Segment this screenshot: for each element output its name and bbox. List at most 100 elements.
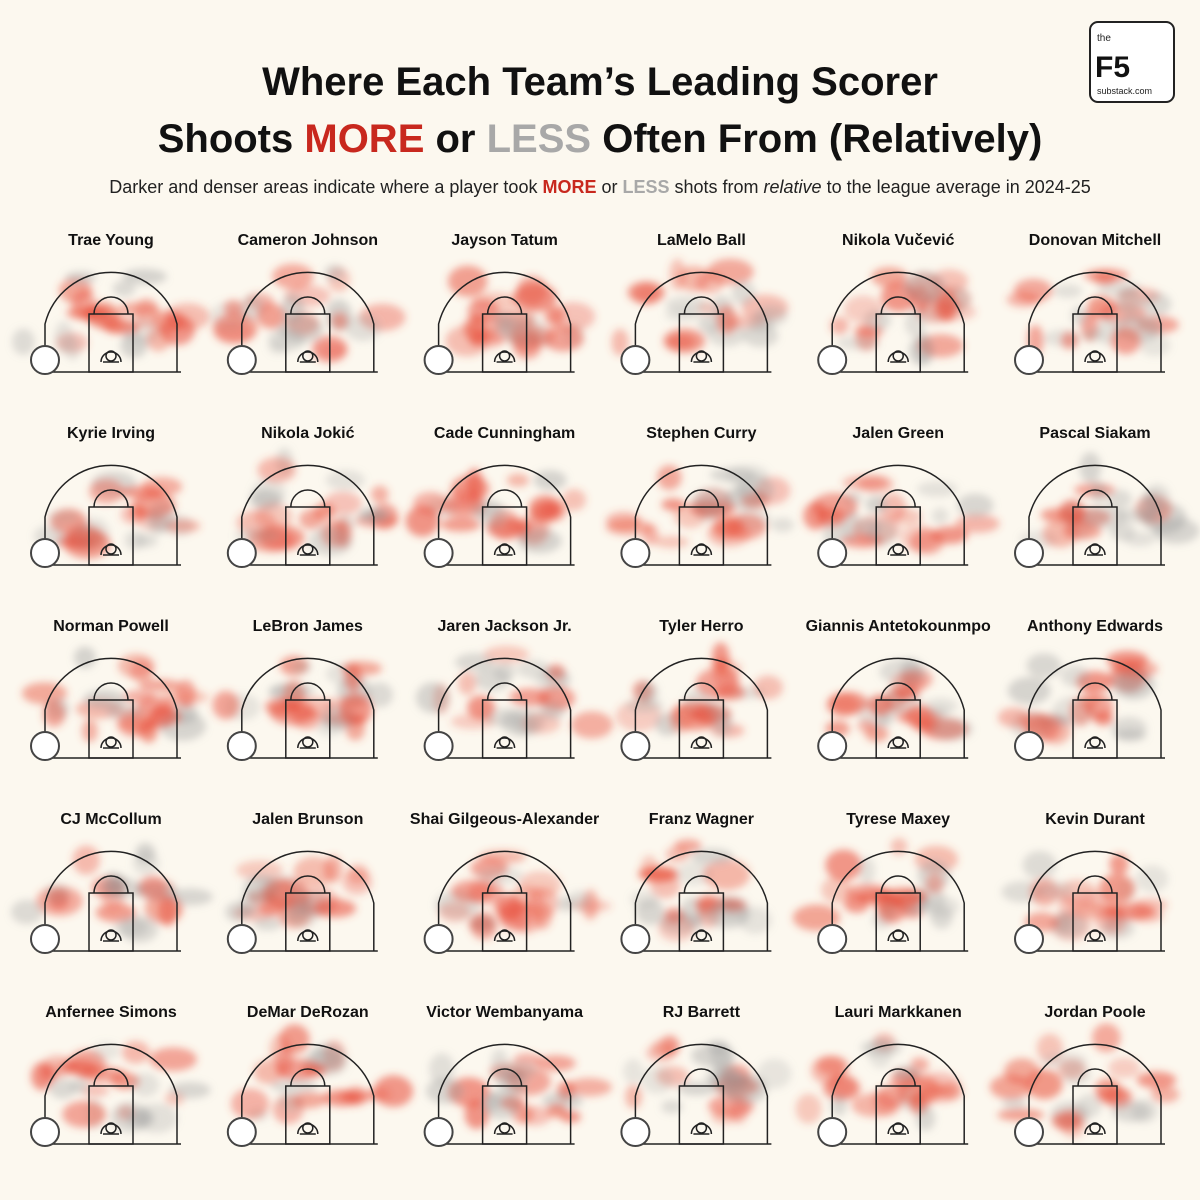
heat-blob: [471, 292, 519, 312]
restricted-area: [493, 930, 516, 942]
heat-blob: [64, 335, 81, 361]
team-logo: [226, 1117, 257, 1147]
three-point-line: [831, 850, 965, 951]
heat-blob: [636, 681, 659, 704]
heat-blob: [676, 861, 713, 886]
player-panel: LeBron James: [212, 618, 394, 761]
heat-blob: [1136, 1071, 1177, 1089]
three-point-line: [241, 271, 375, 372]
heat-blob: [130, 506, 147, 520]
heat-blob: [89, 478, 125, 504]
key: [875, 313, 921, 373]
player-name: Kyrie Irving: [67, 425, 155, 442]
heat-blob: [149, 707, 182, 726]
key: [875, 892, 921, 952]
key: [481, 892, 528, 952]
title-text: or: [424, 117, 486, 161]
heat-blob: [916, 481, 958, 498]
heat-blob: [725, 464, 770, 487]
heat-blob: [470, 333, 505, 348]
heat-blob: [324, 855, 343, 884]
heat-blob: [130, 1072, 160, 1097]
heat-blob: [757, 1058, 792, 1089]
heat-blob: [482, 1091, 521, 1120]
player-panel: Cade Cunningham: [405, 425, 587, 568]
heat-blob: [537, 686, 576, 711]
player-name: Cameron Johnson: [238, 232, 378, 249]
player-name: Lauri Markkanen: [835, 1004, 962, 1021]
heat-blob: [892, 508, 922, 525]
heat-blob: [843, 295, 883, 324]
restricted-area: [100, 544, 122, 556]
heat-area: [212, 655, 394, 741]
heat-blob: [830, 1094, 848, 1117]
key: [88, 699, 134, 759]
heat-blob: [858, 856, 876, 885]
heat-blob: [1123, 531, 1156, 547]
heat-blob: [95, 903, 136, 923]
heat-blob: [99, 877, 143, 899]
heat-blob: [651, 1038, 681, 1058]
heat-blob: [312, 1042, 343, 1068]
three-point-line: [634, 464, 769, 565]
heat-blob: [857, 475, 894, 493]
three-point-line: [437, 464, 572, 565]
player-name: Jayson Tatum: [451, 232, 557, 249]
three-point-line: [1028, 1043, 1162, 1144]
heat-blob: [526, 887, 559, 919]
player-name: Kevin Durant: [1045, 811, 1145, 828]
heat-blob: [339, 693, 373, 725]
heat-blob: [262, 878, 296, 909]
heat-blob: [288, 696, 334, 719]
heat-blob: [541, 703, 563, 719]
heat-blob: [690, 848, 734, 865]
player-name: RJ Barrett: [663, 1004, 741, 1021]
subtitle-less: LESS: [622, 177, 669, 197]
free-throw-arc: [486, 1068, 523, 1087]
heat-blob: [931, 526, 969, 544]
key: [285, 699, 331, 759]
heat-blob: [1109, 853, 1129, 875]
heat-blob: [366, 682, 394, 708]
hoop: [695, 543, 708, 555]
hoop: [892, 929, 904, 941]
restricted-area: [297, 737, 319, 749]
free-throw-arc: [1077, 489, 1113, 508]
heat-blob: [81, 719, 98, 743]
heat-blob: [292, 1091, 326, 1109]
heat-blob: [857, 517, 880, 538]
heat-blob: [893, 1065, 921, 1082]
title-text: Often From (Relatively): [591, 117, 1042, 161]
heat-blob: [63, 529, 111, 559]
restricted-area: [690, 737, 713, 749]
restricted-area: [690, 930, 713, 942]
heat-blob: [542, 668, 571, 690]
heat-blob: [829, 316, 849, 335]
team-logo: [30, 731, 60, 761]
heat-blob: [1106, 650, 1149, 670]
free-throw-arc: [880, 296, 916, 315]
heat-blob: [138, 875, 167, 901]
panels: Trae Young Cameron Johnson Jayson Tatum LaM…: [10, 232, 1200, 1147]
heat-blob: [658, 914, 696, 942]
heat-blob: [324, 264, 345, 281]
key: [678, 892, 725, 952]
restricted-area: [297, 544, 319, 556]
player-panel: RJ Barrett: [620, 1004, 792, 1147]
heat-blob: [516, 275, 548, 305]
free-throw-arc: [683, 489, 720, 508]
heat-area: [1001, 850, 1169, 941]
heat-blob: [446, 489, 485, 512]
heat-blob: [413, 491, 449, 515]
heat-blob: [533, 470, 567, 491]
restricted-area: [297, 351, 319, 363]
heat-blob: [795, 1093, 822, 1124]
heat-blob: [134, 534, 158, 548]
heat-blob: [871, 267, 908, 288]
team-logo: [30, 1117, 60, 1147]
heat-blob: [1006, 292, 1041, 308]
heat-blob: [340, 1091, 370, 1104]
hoop: [1089, 350, 1101, 362]
hoop: [302, 929, 314, 941]
three-point-line: [831, 1043, 965, 1144]
